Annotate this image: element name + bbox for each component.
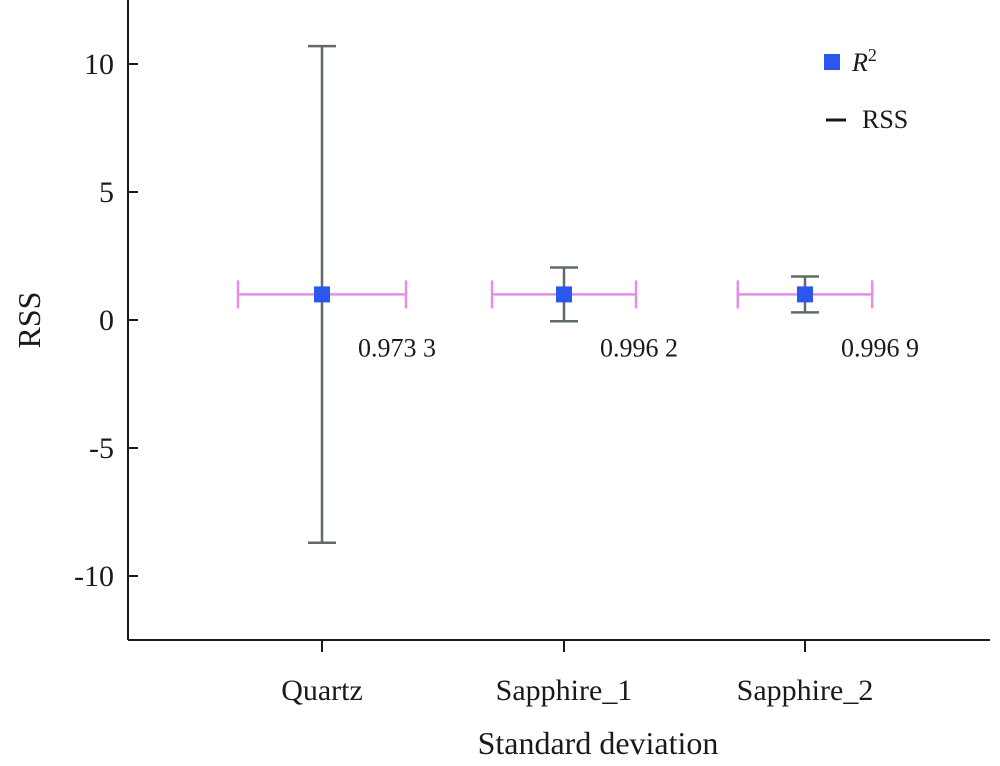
y-tick-label-2: 0 xyxy=(99,304,114,337)
y-tick-label-4: -10 xyxy=(74,560,114,593)
legend-label-rss: RSS xyxy=(862,105,908,134)
value-label-2: 0.996 9 xyxy=(841,333,919,362)
value-label-1: 0.996 2 xyxy=(600,333,678,362)
data-series xyxy=(236,44,874,544)
data-point-1 xyxy=(556,286,572,303)
legend-marker-r2 xyxy=(824,54,840,70)
x-tick-label-0: Quartz xyxy=(281,674,363,707)
legend-label-r2-main: R xyxy=(851,48,868,77)
legend: R2 RSS xyxy=(824,45,908,134)
legend-label-r2-sup: 2 xyxy=(868,45,877,65)
x-tick-label-2: Sapphire_2 xyxy=(737,674,874,707)
x-tick-label-1: Sapphire_1 xyxy=(496,674,633,707)
x-ticks: Quartz Sapphire_1 Sapphire_2 xyxy=(281,640,873,707)
y-tick-label-1: 5 xyxy=(99,176,114,209)
y-tick-label-0: 10 xyxy=(84,48,114,81)
value-labels: 0.973 3 0.996 2 0.996 9 xyxy=(358,333,919,362)
data-point-0 xyxy=(314,286,330,303)
legend-label-r2: R2 xyxy=(851,45,877,77)
data-point-2 xyxy=(797,286,813,303)
y-tick-label-3: -5 xyxy=(89,432,114,465)
y-ticks: 10 5 0 -5 -10 xyxy=(74,48,138,593)
x-axis-label: Standard deviation xyxy=(478,725,719,761)
y-axis-label: RSS xyxy=(11,292,47,349)
axes xyxy=(127,0,990,641)
value-label-0: 0.973 3 xyxy=(358,333,436,362)
